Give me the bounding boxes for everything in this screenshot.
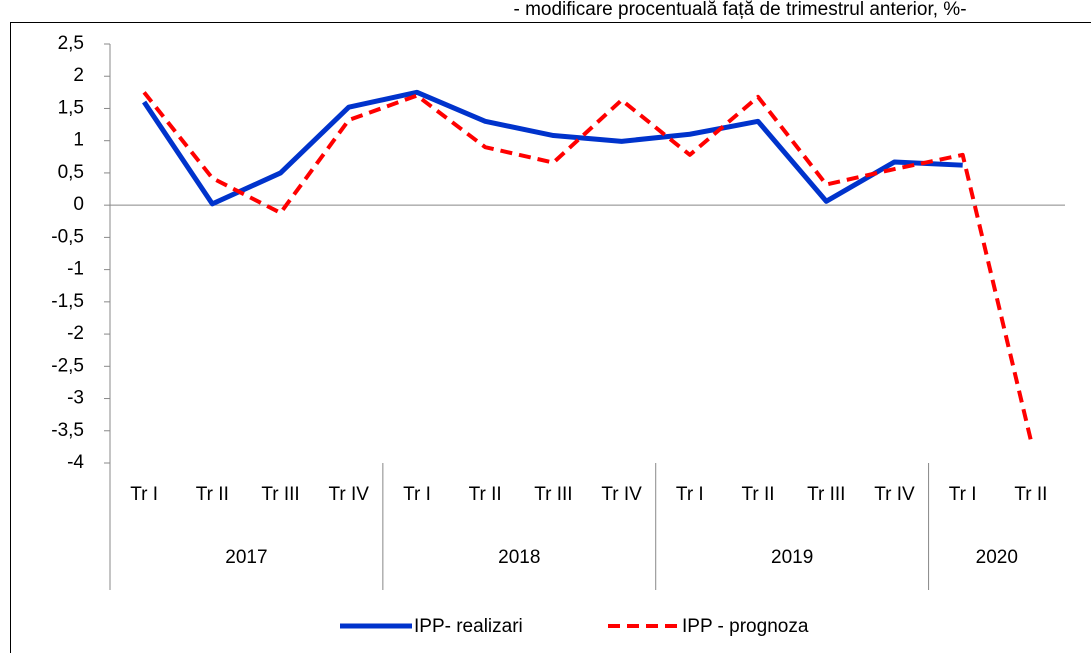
series-line — [142, 91, 1033, 441]
x-tick-label: Tr I — [403, 484, 431, 505]
x-group-label: 2020 — [976, 547, 1018, 568]
y-tick-label: -2,5 — [51, 355, 84, 376]
x-tick-label: Tr III — [807, 484, 845, 505]
frame — [10, 22, 1091, 653]
x-group-label: 2018 — [498, 547, 540, 568]
y-tick-label: 0 — [73, 194, 84, 215]
x-tick-label: Tr II — [469, 484, 502, 505]
y-tick-label: 1,5 — [58, 97, 84, 118]
x-tick-label: Tr I — [676, 484, 704, 505]
legend-label: IPP - prognoza — [682, 616, 809, 637]
chart-subtitle: - modificare procentuală față de trimest… — [513, 0, 966, 20]
legend-label: IPP- realizari — [414, 616, 523, 637]
x-tick-label: Tr III — [534, 484, 572, 505]
y-tick-label: 2,5 — [58, 33, 84, 54]
x-tick-label: Tr II — [196, 484, 229, 505]
y-tick-label: -1 — [67, 259, 84, 280]
x-tick-label: Tr II — [1014, 484, 1047, 505]
x-group-label: 2019 — [771, 547, 813, 568]
y-tick-label: -4 — [67, 452, 84, 473]
y-tick-label: 0,5 — [58, 162, 84, 183]
y-tick-label: -2 — [67, 323, 84, 344]
x-tick-label: Tr II — [741, 484, 774, 505]
x-tick-label: Tr IV — [601, 484, 642, 505]
x-tick-label: Tr I — [949, 484, 977, 505]
y-tick-label: -3 — [67, 388, 84, 409]
x-group-label: 2017 — [225, 547, 267, 568]
x-tick-label: Tr IV — [874, 484, 915, 505]
x-tick-label: Tr I — [130, 484, 158, 505]
y-tick-label: -1,5 — [51, 291, 84, 312]
x-tick-label: Tr IV — [329, 484, 370, 505]
x-tick-label: Tr III — [261, 484, 299, 505]
series-line — [142, 89, 963, 207]
y-tick-label: -0,5 — [51, 226, 84, 247]
y-tick-label: 2 — [73, 65, 84, 86]
y-tick-label: -3,5 — [51, 420, 84, 441]
y-tick-label: 1 — [73, 130, 84, 151]
